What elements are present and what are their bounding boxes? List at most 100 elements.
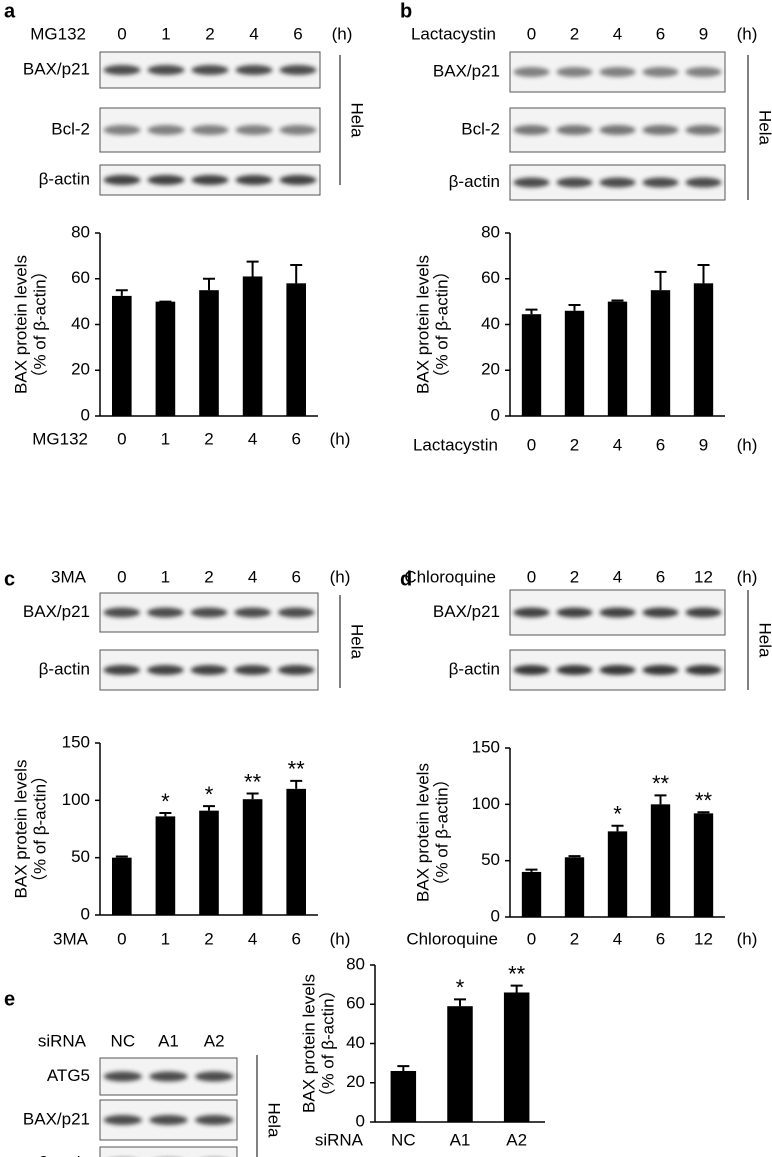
x-tick-label: 0	[527, 929, 536, 948]
panel-letter: b	[400, 0, 412, 22]
error-bar	[510, 984, 523, 993]
blot-band	[599, 177, 636, 188]
x-tick-label: 6	[656, 435, 665, 454]
y-tick-label: 150	[62, 732, 90, 751]
blot-box	[99, 1146, 238, 1157]
x-tick-label: A2	[506, 1130, 527, 1149]
y-tick-label: 0	[356, 1111, 365, 1130]
blot-band	[642, 125, 679, 135]
blot-band	[556, 665, 593, 675]
error-bar	[654, 794, 667, 805]
x-axis-label: siRNA	[315, 1130, 364, 1149]
row-label: ATG5	[47, 1066, 90, 1085]
unit-label: (h)	[332, 24, 353, 43]
row-label: β-actin	[449, 172, 500, 191]
blot-band	[513, 125, 550, 135]
blot-band	[642, 665, 679, 675]
x-axis-label: 3MA	[53, 929, 89, 948]
treatment-label: 3MA	[51, 567, 87, 586]
lane-label: 6	[656, 567, 665, 586]
x-tick-label: NC	[391, 1130, 416, 1149]
x-tick-label: 6	[291, 429, 300, 448]
x-tick-label: 0	[117, 929, 126, 948]
bar	[503, 992, 530, 1122]
unit-label: (h)	[737, 567, 758, 586]
bar	[607, 831, 628, 917]
x-tick-label: 2	[204, 429, 213, 448]
y-tick-label: 150	[472, 737, 500, 756]
bar	[650, 804, 671, 917]
bar	[564, 310, 585, 416]
cell-label: Hela	[756, 110, 772, 146]
blot-band	[103, 175, 141, 185]
row-label: Bcl-2	[461, 119, 500, 138]
x-unit-label: (h)	[330, 429, 351, 448]
y-tick-label: 0	[491, 405, 500, 424]
bar	[155, 301, 176, 416]
blot-band	[194, 1115, 234, 1125]
bar	[521, 314, 542, 416]
blot-band	[103, 65, 141, 75]
error-bar	[203, 805, 215, 811]
lane-label: 0	[117, 24, 126, 43]
row-label: BAX/p21	[433, 602, 500, 621]
blot-band	[279, 125, 317, 135]
y-axis-label: BAX protein levels	[413, 763, 432, 902]
panel-letter: d	[400, 568, 412, 590]
bar	[650, 290, 671, 416]
bar	[521, 871, 542, 917]
bar	[693, 283, 714, 416]
treatment-label: Chloroquine	[404, 567, 496, 586]
error-bar	[568, 304, 581, 311]
x-tick-label: 6	[656, 929, 665, 948]
x-axis-label: Lactacystin	[413, 435, 498, 454]
lane-label: 2	[204, 567, 213, 586]
row-label: BAX/p21	[23, 1109, 90, 1128]
lane-label: 4	[249, 24, 258, 43]
error-bar	[115, 289, 128, 296]
blot-band	[103, 1071, 143, 1082]
y-tick-label: 100	[472, 794, 500, 813]
blot-band	[191, 125, 229, 135]
panel-letter: c	[4, 568, 15, 590]
unit-label: (h)	[330, 567, 351, 586]
row-label: β-actin	[39, 169, 90, 188]
lane-label: 1	[161, 567, 170, 586]
row-label: BAX/p21	[23, 602, 90, 621]
blot-band	[599, 125, 636, 135]
y-tick-label: 20	[71, 360, 90, 379]
x-tick-label: 1	[161, 429, 170, 448]
x-tick-label: 1	[161, 929, 170, 948]
significance-label: **	[652, 771, 670, 796]
blot-band	[556, 177, 593, 188]
y-tick-label: 0	[81, 904, 90, 923]
significance-label: **	[508, 961, 526, 986]
blot-band	[103, 125, 141, 135]
panel-letter: a	[4, 0, 16, 22]
bar	[111, 857, 132, 915]
lane-label: 6	[291, 567, 300, 586]
bar	[111, 295, 132, 416]
error-bar	[611, 299, 624, 302]
blot-band	[190, 607, 228, 618]
error-bar	[203, 277, 215, 291]
y-axis-label: BAX protein levels	[11, 760, 30, 899]
bar	[564, 857, 585, 917]
y-axis-label: （% of β-actin）	[432, 262, 451, 386]
x-tick-label: 2	[204, 929, 213, 948]
unit-label: (h)	[737, 24, 758, 43]
blot-band	[147, 65, 185, 75]
x-tick-label: 4	[613, 929, 622, 948]
x-tick-label: 12	[694, 929, 713, 948]
blot-band	[642, 177, 679, 188]
x-unit-label: (h)	[737, 435, 758, 454]
error-bar	[611, 824, 624, 832]
y-tick-label: 80	[481, 222, 500, 241]
bar	[693, 813, 714, 917]
blot-band	[103, 665, 141, 675]
blot-band	[235, 65, 273, 75]
blot-band	[513, 177, 550, 188]
cell-label: Hela	[265, 1103, 284, 1139]
lane-label: 6	[293, 24, 302, 43]
